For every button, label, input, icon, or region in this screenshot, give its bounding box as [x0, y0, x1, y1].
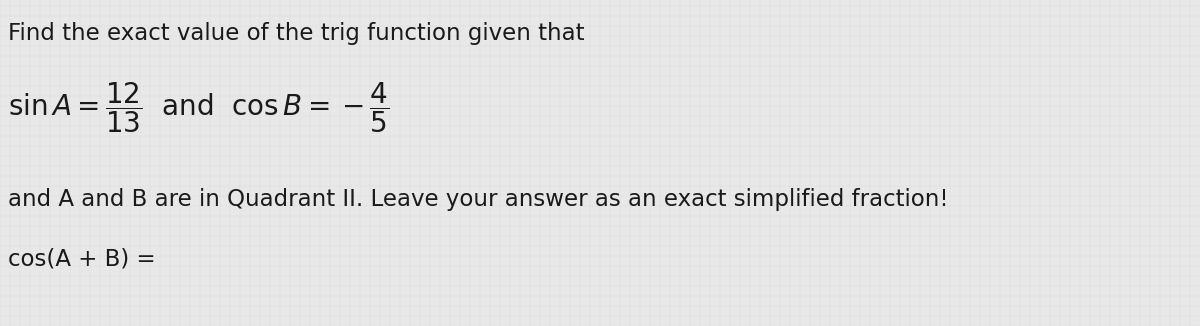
Text: cos(A + B) =: cos(A + B) =: [8, 248, 156, 271]
Text: $\sin A = \dfrac{12}{13}$  and  $\cos B = -\dfrac{4}{5}$: $\sin A = \dfrac{12}{13}$ and $\cos B = …: [8, 80, 390, 135]
Text: Find the exact value of the trig function given that: Find the exact value of the trig functio…: [8, 22, 584, 45]
Text: and A and B are in Quadrant II. Leave your answer as an exact simplified fractio: and A and B are in Quadrant II. Leave yo…: [8, 188, 949, 211]
